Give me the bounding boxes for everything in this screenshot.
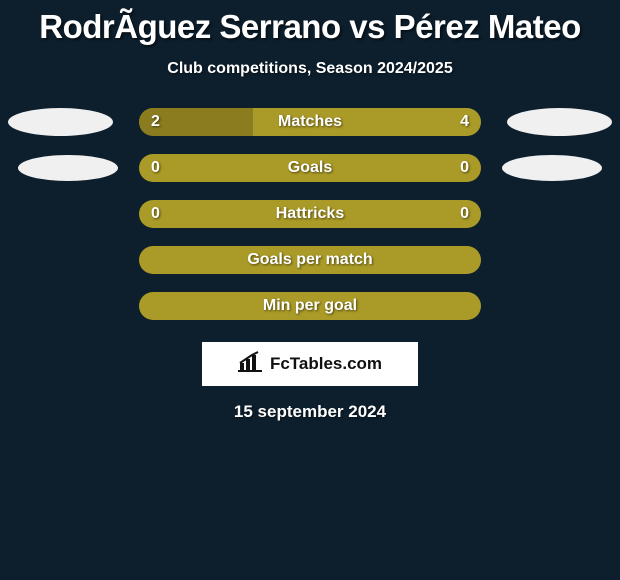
stat-bar: Goals per match <box>139 246 481 274</box>
stat-label: Hattricks <box>139 205 481 223</box>
player-right-badge <box>502 155 602 181</box>
stat-label: Min per goal <box>139 297 481 315</box>
stat-bar: Min per goal <box>139 292 481 320</box>
stat-value-right: 4 <box>460 113 469 131</box>
brand-box[interactable]: FcTables.com <box>202 342 418 386</box>
stat-label: Goals <box>139 159 481 177</box>
stat-label: Goals per match <box>139 251 481 269</box>
brand-text: FcTables.com <box>270 354 382 374</box>
stat-bar: 0Hattricks0 <box>139 200 481 228</box>
comparison-title: RodrÃ­guez Serrano vs Pérez Mateo <box>0 0 620 46</box>
player-left-badge <box>18 155 118 181</box>
date-generated: 15 september 2024 <box>0 402 620 422</box>
stat-value-right: 0 <box>460 159 469 177</box>
stat-bar: 0Goals0 <box>139 154 481 182</box>
stat-bar: 2Matches4 <box>139 108 481 136</box>
stat-label: Matches <box>139 113 481 131</box>
stat-row: 0Hattricks0 <box>0 200 620 228</box>
player-left-badge <box>8 108 113 136</box>
stat-row: 2Matches4 <box>0 108 620 136</box>
player-right-badge <box>507 108 612 136</box>
stat-row: Goals per match <box>0 246 620 274</box>
comparison-subtitle: Club competitions, Season 2024/2025 <box>0 60 620 78</box>
stat-row: 0Goals0 <box>0 154 620 182</box>
stats-container: 2Matches40Goals00Hattricks0Goals per mat… <box>0 108 620 320</box>
stat-value-right: 0 <box>460 205 469 223</box>
stat-row: Min per goal <box>0 292 620 320</box>
chart-icon <box>238 351 264 378</box>
